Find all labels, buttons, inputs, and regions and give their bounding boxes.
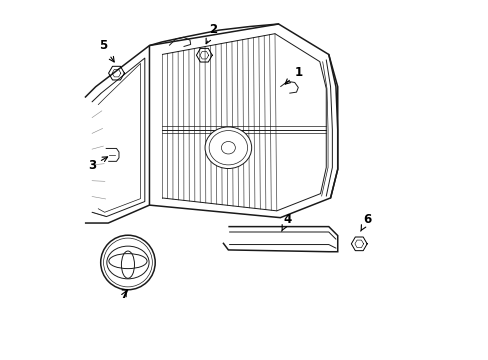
Polygon shape (85, 45, 149, 223)
Text: 5: 5 (99, 39, 114, 62)
Text: 2: 2 (206, 23, 217, 44)
Text: 6: 6 (360, 213, 370, 231)
Circle shape (101, 235, 155, 290)
Text: 4: 4 (281, 213, 291, 231)
Text: 7: 7 (120, 288, 128, 301)
Text: 3: 3 (88, 157, 107, 172)
Polygon shape (149, 24, 337, 218)
Ellipse shape (204, 127, 251, 168)
Polygon shape (223, 226, 337, 252)
Text: 1: 1 (285, 66, 302, 84)
